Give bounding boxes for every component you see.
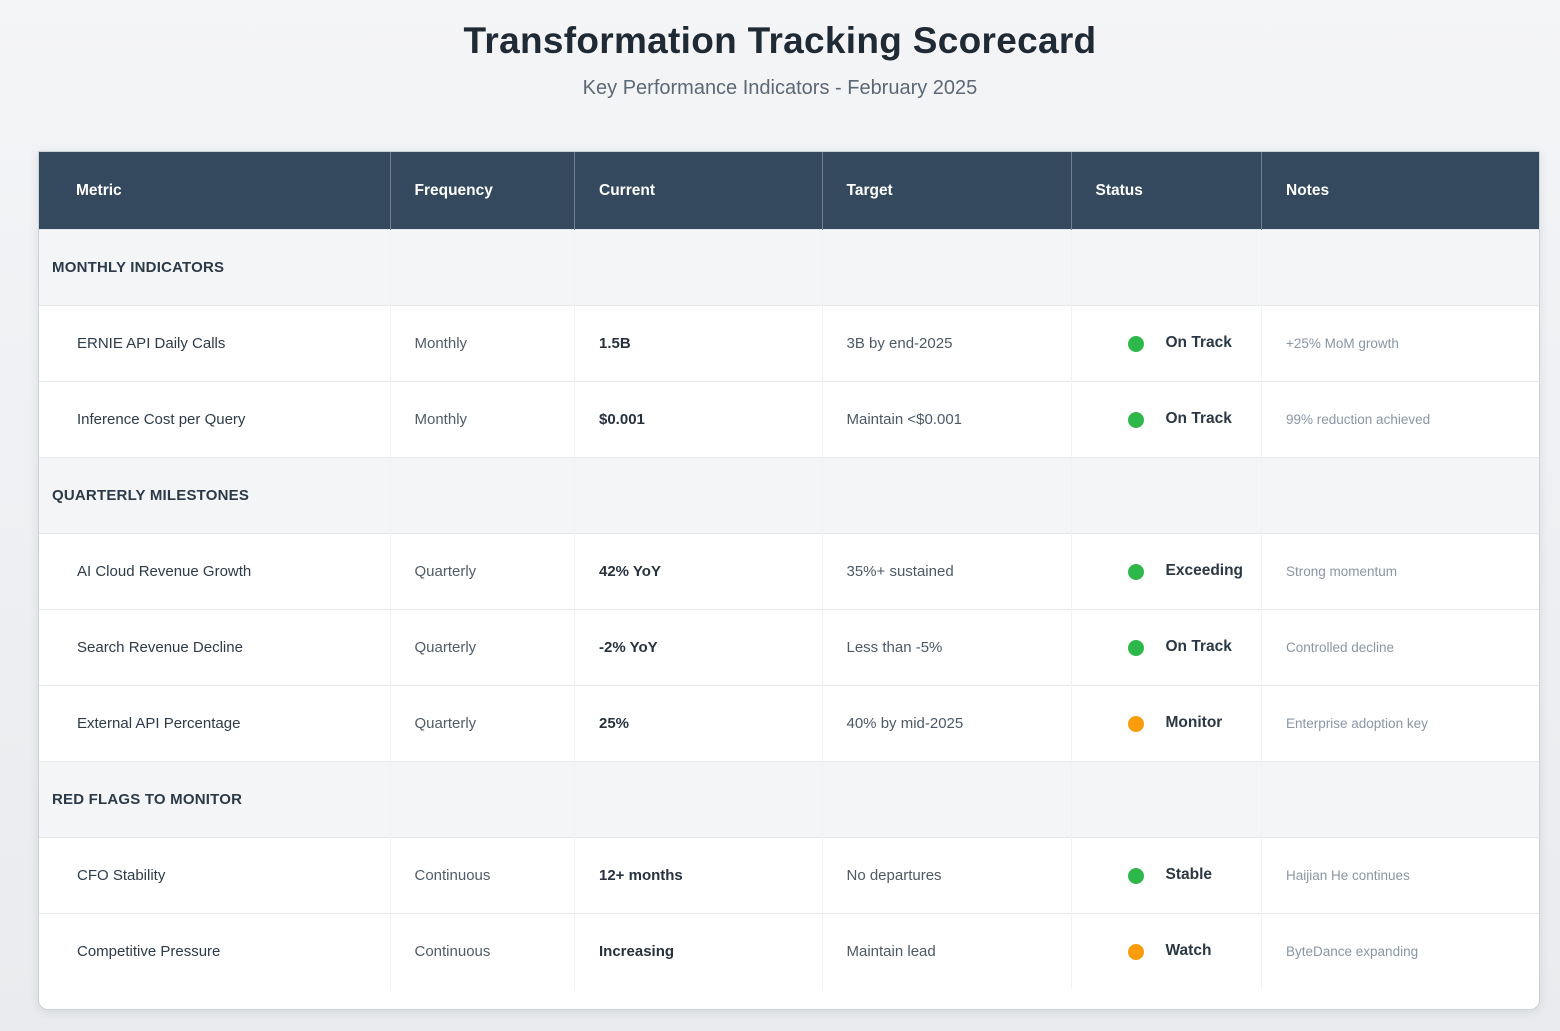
section-empty-cell	[1071, 229, 1262, 306]
frequency-cell: Quarterly	[390, 685, 575, 762]
target-cell: 3B by end-2025	[822, 305, 1072, 382]
section-empty-cell	[1261, 761, 1539, 838]
frequency-cell: Monthly	[390, 305, 575, 382]
section-row: RED FLAGS TO MONITOR	[39, 761, 1539, 838]
column-header-row: Metric Frequency Current Target Status Notes	[39, 152, 1539, 230]
current-cell: 25%	[574, 685, 823, 762]
notes-cell: ByteDance expanding	[1261, 913, 1539, 989]
frequency-cell: Quarterly	[390, 609, 575, 686]
notes-cell: Enterprise adoption key	[1261, 685, 1539, 762]
status-dot-icon	[1127, 639, 1144, 656]
status-cell: On Track	[1071, 609, 1262, 686]
target-cell: Less than -5%	[822, 609, 1072, 686]
status-label: Watch	[1165, 942, 1212, 960]
status-cell: On Track	[1071, 305, 1262, 382]
target-cell: 35%+ sustained	[822, 533, 1072, 610]
current-cell: 1.5B	[574, 305, 823, 382]
status-label: Monitor	[1165, 714, 1223, 732]
section-empty-cell	[822, 229, 1072, 306]
table-row: Search Revenue Decline Quarterly -2% YoY Le…	[39, 609, 1539, 686]
page-title: Transformation Tracking Scorecard	[463, 20, 1097, 61]
metric-cell: External API Percentage	[39, 685, 391, 762]
section-empty-cell	[822, 457, 1072, 534]
table-row: Competitive Pressure Continuous Increasing…	[39, 913, 1539, 989]
column-header-frequency: Frequency	[390, 152, 575, 230]
section-empty-cell	[822, 761, 1072, 838]
table-row: Inference Cost per Query Monthly $0.001 Mai…	[39, 381, 1539, 458]
status-dot-icon	[1127, 867, 1144, 884]
section-empty-cell	[1261, 229, 1539, 306]
current-cell: $0.001	[574, 381, 823, 458]
metric-cell: Competitive Pressure	[39, 913, 391, 989]
frequency-cell: Continuous	[390, 913, 575, 989]
scorecard-table-body: MONTHLY INDICATORS ERNIE API Daily Calls M…	[39, 229, 1539, 989]
section-empty-cell	[1071, 457, 1262, 534]
notes-cell: Haijian He continues	[1261, 837, 1539, 914]
status-label: On Track	[1165, 334, 1232, 352]
status-label: Exceeding	[1165, 562, 1244, 580]
section-empty-cell	[574, 229, 823, 306]
status-label: On Track	[1165, 638, 1232, 656]
target-cell: Maintain <$0.001	[822, 381, 1072, 458]
scorecard-table: Metric Frequency Current Target Status Notes …	[39, 152, 1539, 989]
current-cell: -2% YoY	[574, 609, 823, 686]
frequency-cell: Quarterly	[390, 533, 575, 610]
column-header-notes: Notes	[1261, 152, 1539, 230]
status-cell: On Track	[1071, 381, 1262, 458]
page-header: Transformation Tracking Scorecard Key Pe…	[0, 0, 1560, 100]
section-empty-cell	[574, 761, 823, 838]
frequency-cell: Monthly	[390, 381, 575, 458]
current-cell: 12+ months	[574, 837, 823, 914]
status-dot-icon	[1127, 411, 1144, 428]
target-cell: 40% by mid-2025	[822, 685, 1072, 762]
metric-cell: Inference Cost per Query	[39, 381, 391, 458]
column-header-metric: Metric	[39, 152, 391, 230]
scorecard-card: Metric Frequency Current Target Status Notes …	[38, 151, 1540, 1010]
column-header-status: Status	[1071, 152, 1262, 230]
status-label: On Track	[1165, 410, 1232, 428]
section-empty-cell	[1071, 761, 1262, 838]
page-subtitle: Key Performance Indicators - February 20…	[582, 77, 978, 99]
section-empty-cell	[390, 457, 575, 534]
column-header-target: Target	[822, 152, 1072, 230]
metric-cell: ERNIE API Daily Calls	[39, 305, 391, 382]
current-cell: Increasing	[574, 913, 823, 989]
notes-cell: 99% reduction achieved	[1261, 381, 1539, 458]
metric-cell: Search Revenue Decline	[39, 609, 391, 686]
status-cell: Watch	[1071, 913, 1262, 989]
status-cell: Exceeding	[1071, 533, 1262, 610]
status-dot-icon	[1127, 715, 1144, 732]
section-empty-cell	[574, 457, 823, 534]
target-cell: No departures	[822, 837, 1072, 914]
notes-cell: Controlled decline	[1261, 609, 1539, 686]
table-row: External API Percentage Quarterly 25% 40% b…	[39, 685, 1539, 762]
section-label: QUARTERLY MILESTONES	[39, 457, 391, 534]
metric-cell: AI Cloud Revenue Growth	[39, 533, 391, 610]
notes-cell: Strong momentum	[1261, 533, 1539, 610]
frequency-cell: Continuous	[390, 837, 575, 914]
notes-cell: +25% MoM growth	[1261, 305, 1539, 382]
status-dot-icon	[1127, 563, 1144, 580]
scorecard-table-head: Metric Frequency Current Target Status Notes	[39, 152, 1539, 230]
section-empty-cell	[1261, 457, 1539, 534]
status-cell: Monitor	[1071, 685, 1262, 762]
status-label: Stable	[1165, 866, 1213, 884]
table-row: CFO Stability Continuous 12+ months No depa…	[39, 837, 1539, 914]
table-row: ERNIE API Daily Calls Monthly 1.5B 3B by en…	[39, 305, 1539, 382]
table-row: AI Cloud Revenue Growth Quarterly 42% YoY 3…	[39, 533, 1539, 610]
section-row: QUARTERLY MILESTONES	[39, 457, 1539, 534]
section-row: MONTHLY INDICATORS	[39, 229, 1539, 306]
metric-cell: CFO Stability	[39, 837, 391, 914]
column-header-current: Current	[574, 152, 823, 230]
section-empty-cell	[390, 761, 575, 838]
current-cell: 42% YoY	[574, 533, 823, 610]
status-dot-icon	[1127, 943, 1144, 960]
status-cell: Stable	[1071, 837, 1262, 914]
section-label: MONTHLY INDICATORS	[39, 229, 391, 306]
section-label: RED FLAGS TO MONITOR	[39, 761, 391, 838]
target-cell: Maintain lead	[822, 913, 1072, 989]
status-dot-icon	[1127, 335, 1144, 352]
section-empty-cell	[390, 229, 575, 306]
